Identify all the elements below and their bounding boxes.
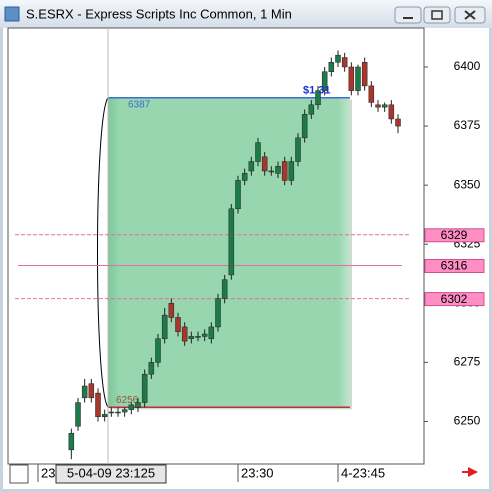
candle-body (375, 104, 381, 108)
candle-body (308, 104, 315, 115)
candle-body (235, 180, 241, 210)
candle-body (301, 114, 308, 139)
candle-body (201, 333, 208, 337)
candle-body (68, 433, 75, 451)
candle-body (81, 385, 88, 399)
candle-body (95, 392, 101, 417)
candle-body (121, 409, 128, 413)
candle-body (175, 317, 181, 332)
candle-body (275, 165, 281, 174)
candle-body (168, 303, 175, 318)
y-tick-label: 6350 (454, 177, 481, 191)
candle-body (381, 104, 388, 108)
candle-body (288, 161, 295, 181)
level-tag-label: 6329 (441, 228, 468, 242)
bracket (97, 97, 109, 408)
candle-body (395, 118, 401, 127)
candle-body (141, 373, 148, 403)
candle-body (268, 170, 275, 173)
candle-body (281, 161, 288, 181)
crosshair-tag (55, 464, 167, 484)
crosshair-tag-label: 5-04-09 23:125 (67, 465, 155, 480)
candle-body (321, 71, 328, 91)
candle-body (221, 279, 228, 299)
plot: 6387 6256 $1 31 (15, 28, 410, 464)
candle-body (101, 414, 108, 417)
app-icon (4, 6, 20, 22)
scroll-arrow[interactable] (462, 467, 478, 477)
x-tick-label: 23:30 (241, 465, 274, 480)
candle-body (248, 161, 255, 172)
box-top-label: 6387 (128, 99, 151, 110)
level-tag (424, 228, 485, 243)
candle-body (348, 66, 355, 91)
candle-body (315, 90, 321, 106)
y-tick-label: 6275 (454, 355, 481, 369)
candle-body (228, 208, 235, 276)
candle-body (88, 383, 95, 399)
candle-body (335, 54, 341, 63)
y-tick-label: 6400 (454, 59, 481, 73)
candle-body (261, 156, 268, 172)
candle-body (148, 362, 155, 375)
level-tag (424, 292, 485, 307)
maximize-button[interactable] (423, 6, 451, 24)
minimize-button[interactable] (394, 6, 422, 24)
x-tick-label: 4-23:45 (341, 465, 385, 480)
candle-body (135, 402, 141, 408)
candle-body (115, 411, 121, 414)
candle-body (108, 411, 115, 414)
candle-body (155, 338, 161, 363)
candle-body (188, 336, 195, 340)
candle-body (161, 314, 168, 340)
candle-body (255, 142, 261, 162)
window-title: S.ESRX - Express Scripts Inc Common, 1 M… (26, 6, 292, 21)
candle-body (208, 326, 215, 340)
level-tag-label: 6316 (441, 259, 468, 273)
candle-body (128, 404, 135, 410)
profit-label: $1 31 (303, 85, 331, 97)
candle-body (328, 62, 335, 72)
candle-body (355, 66, 361, 91)
y-tick-label: 6250 (454, 414, 481, 428)
candle-body (241, 173, 248, 181)
level-tag (424, 258, 485, 273)
candle-body (341, 57, 348, 68)
corner-box[interactable] (9, 464, 29, 484)
candle-body (195, 336, 201, 338)
x-tick-label: 23 (41, 465, 55, 480)
candle-body (368, 85, 375, 103)
window-buttons[interactable] (394, 6, 486, 24)
candle-body (215, 298, 221, 328)
box-bottom-label: 6256 (116, 395, 139, 406)
candle-body (295, 137, 301, 162)
y-tick-label: 6375 (454, 118, 481, 132)
candle-body (361, 62, 368, 87)
level-tag-label: 6302 (441, 292, 468, 306)
candle-body (388, 104, 395, 120)
candle-body (75, 402, 81, 427)
candle-body (181, 326, 188, 342)
